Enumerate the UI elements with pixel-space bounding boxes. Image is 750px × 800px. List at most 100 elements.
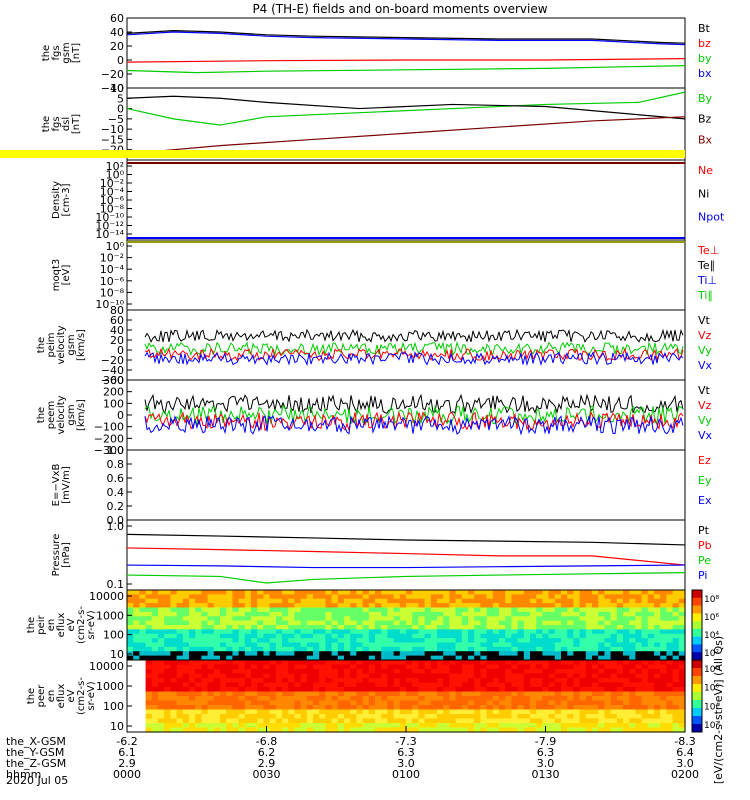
heatmap-cell xyxy=(331,678,339,684)
heatmap-cell xyxy=(220,718,227,724)
heatmap-cell xyxy=(331,673,339,679)
heatmap-cell xyxy=(176,638,184,644)
heatmap-cell xyxy=(325,664,333,670)
heatmap-cell xyxy=(672,638,680,644)
heatmap-cell xyxy=(505,633,512,639)
heatmap-cell xyxy=(430,625,438,630)
heatmap-cell xyxy=(660,705,667,711)
ephem-row-label: the_Z-GSM xyxy=(6,757,66,770)
colorbar-swatch xyxy=(692,644,702,653)
heatmap-cell xyxy=(313,611,320,617)
heatmap-cell xyxy=(189,669,196,675)
heatmap-cell xyxy=(182,638,190,644)
heatmap-cell xyxy=(244,594,252,600)
heatmap-cell xyxy=(232,655,240,661)
heatmap-cell xyxy=(449,651,457,657)
heatmap-cell xyxy=(406,664,413,670)
heatmap-cell xyxy=(300,682,308,688)
heatmap-cell xyxy=(511,678,519,684)
heatmap-cell xyxy=(375,629,382,635)
heatmap-cell xyxy=(387,625,395,630)
heatmap-cell xyxy=(350,607,357,613)
heatmap-cell xyxy=(623,714,630,720)
heatmap-cell xyxy=(554,629,562,635)
heatmap-cell xyxy=(474,625,481,630)
heatmap-cell xyxy=(145,603,153,609)
heatmap-cell xyxy=(226,696,233,702)
heatmap-cell xyxy=(517,664,525,670)
heatmap-cell xyxy=(647,625,655,630)
heatmap-cell xyxy=(499,682,506,688)
heatmap-cell xyxy=(641,709,649,715)
heatmap-cell xyxy=(660,673,667,679)
heatmap-cell xyxy=(294,718,302,724)
heatmap-cell xyxy=(133,682,140,688)
heatmap-cell xyxy=(238,642,246,648)
heatmap-cell xyxy=(213,611,221,617)
heatmap-cell xyxy=(399,620,407,626)
heatmap-cell xyxy=(474,673,481,679)
colorbar-swatch xyxy=(692,636,702,645)
heatmap-cell xyxy=(300,651,308,657)
heatmap-cell xyxy=(319,594,326,600)
heatmap-cell xyxy=(623,611,630,617)
heatmap-cell xyxy=(288,629,295,635)
legend-Ne: Ne xyxy=(698,164,713,177)
heatmap-cell xyxy=(362,714,370,720)
heatmap-cell xyxy=(275,669,283,675)
heatmap-cell xyxy=(585,611,593,617)
heatmap-cell xyxy=(412,700,419,706)
heatmap-cell xyxy=(678,709,686,715)
heatmap-cell xyxy=(393,611,401,617)
heatmap-cell xyxy=(424,687,432,693)
heatmap-cell xyxy=(424,651,432,657)
heatmap-cell xyxy=(263,629,271,635)
heatmap-cell xyxy=(610,655,618,661)
heatmap-cell xyxy=(275,633,283,639)
heatmap-cell xyxy=(530,603,537,609)
heatmap-cell xyxy=(666,669,674,675)
heatmap-cell xyxy=(412,678,419,684)
heatmap-cell xyxy=(647,696,655,702)
heatmap-cell xyxy=(455,678,463,684)
heatmap-cell xyxy=(654,620,661,626)
heatmap-cell xyxy=(201,620,209,626)
heatmap-cell xyxy=(313,696,320,702)
heatmap-cell xyxy=(666,655,674,661)
heatmap-cell xyxy=(418,700,426,706)
heatmap-cell xyxy=(164,651,171,657)
heatmap-cell xyxy=(220,678,227,684)
heatmap-cell xyxy=(629,700,636,706)
heatmap-cell xyxy=(158,691,165,697)
heatmap-cell xyxy=(567,718,574,724)
heatmap-cell xyxy=(660,682,667,688)
heatmap-cell xyxy=(461,607,469,613)
heatmap-cell xyxy=(226,682,233,688)
heatmap-cell xyxy=(263,651,271,657)
heatmap-cell xyxy=(406,682,413,688)
heatmap-cell xyxy=(468,718,475,724)
heatmap-cell xyxy=(635,714,643,720)
heatmap-cell xyxy=(480,673,488,679)
heatmap-cell xyxy=(406,696,413,702)
heatmap-cell xyxy=(610,611,618,617)
heatmap-cell xyxy=(350,611,357,617)
heatmap-cell xyxy=(517,691,525,697)
heatmap-cell xyxy=(486,723,494,729)
heatmap-cell xyxy=(275,705,283,711)
heatmap-cell xyxy=(375,590,382,595)
heatmap-cell xyxy=(356,691,364,697)
heatmap-cell xyxy=(449,660,457,666)
ephem-hhmm: 0200 xyxy=(671,768,699,781)
heatmap-cell xyxy=(641,687,649,693)
heatmap-cell xyxy=(486,642,494,648)
heatmap-cell xyxy=(226,714,233,720)
heatmap-cell xyxy=(319,616,326,622)
heatmap-cell xyxy=(387,705,395,711)
heatmap-cell xyxy=(257,603,264,609)
heatmap-cell xyxy=(263,682,271,688)
heatmap-cell xyxy=(251,664,258,670)
heatmap-cell xyxy=(393,669,401,675)
heatmap-cell xyxy=(443,607,450,613)
heatmap-cell xyxy=(561,673,568,679)
